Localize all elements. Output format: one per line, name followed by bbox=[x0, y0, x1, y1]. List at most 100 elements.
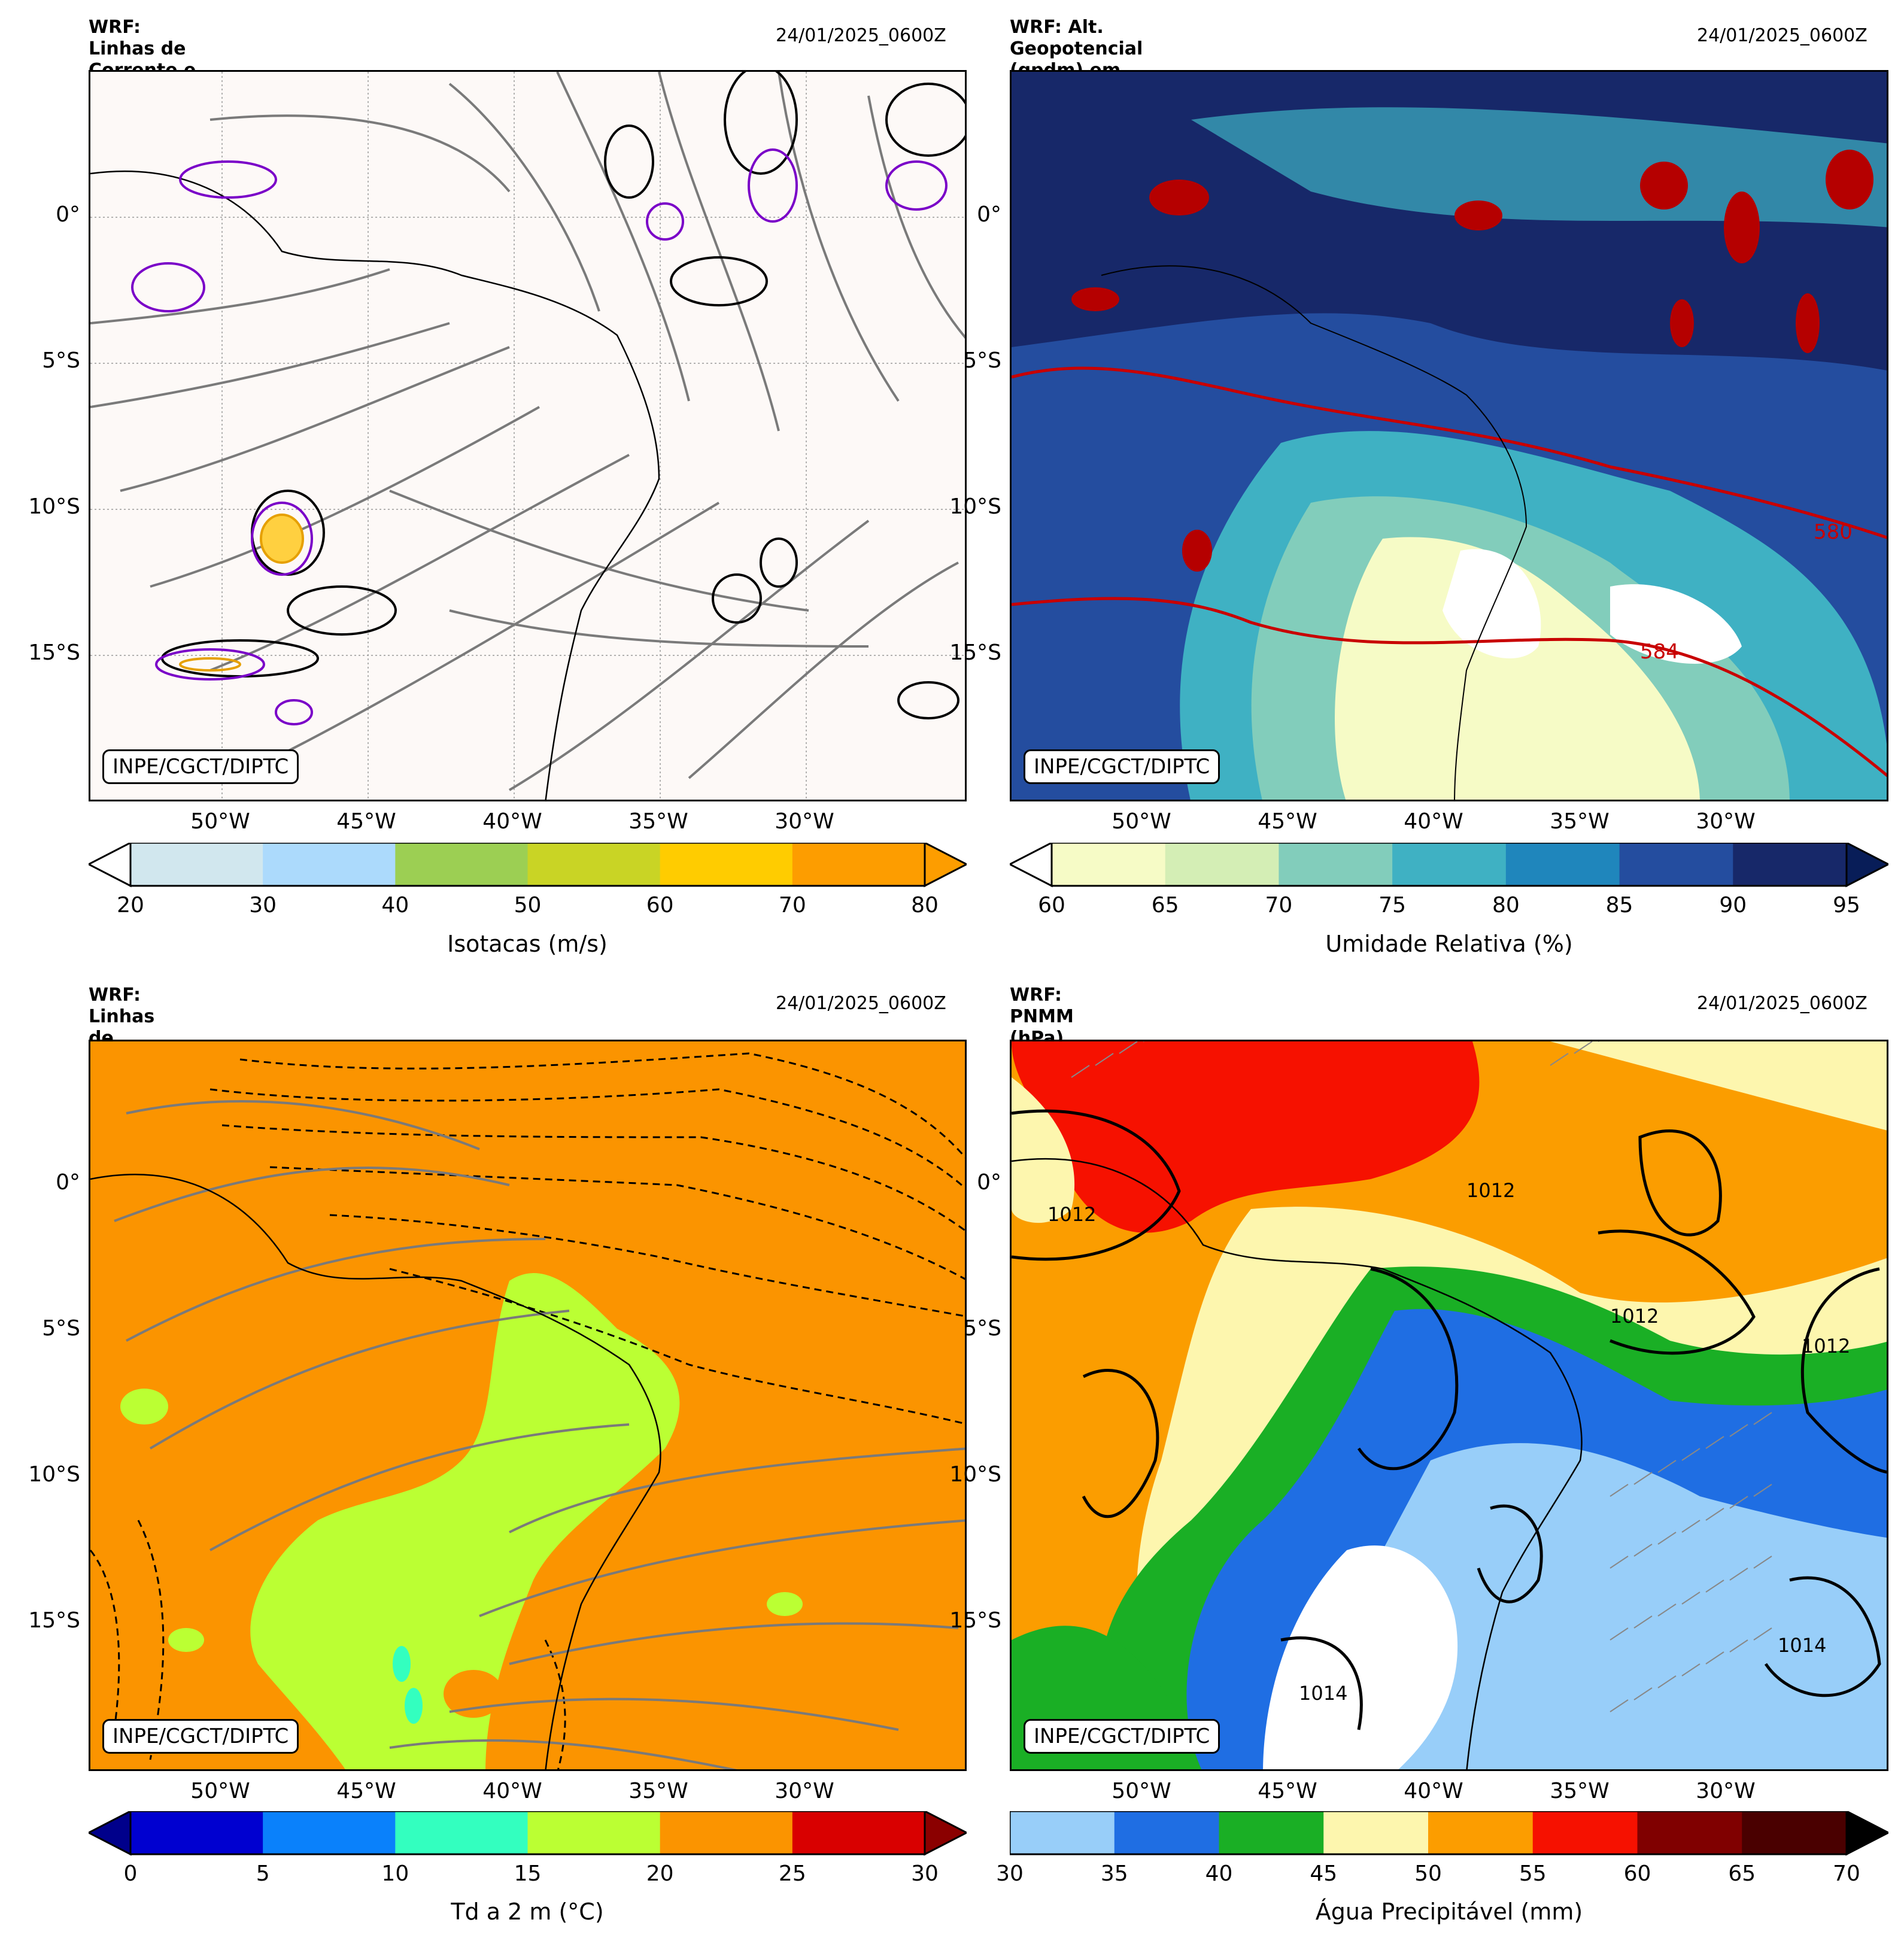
credit-badge: INPE/CGCT/DIPTC bbox=[102, 749, 299, 784]
lon-label: 40°W bbox=[1404, 1779, 1463, 1803]
colorbar-tick-label: 60 bbox=[1038, 893, 1065, 918]
contour-label: 1012 bbox=[1802, 1335, 1850, 1357]
colorbar-tick-label: 85 bbox=[1605, 893, 1633, 918]
colorbar-segment bbox=[1392, 843, 1507, 886]
colorbar-segment bbox=[1279, 843, 1393, 886]
lat-label: 10°S bbox=[28, 1462, 80, 1487]
lat-label: 15°S bbox=[28, 1608, 80, 1633]
colorbar-segment bbox=[1219, 1811, 1324, 1854]
colorbar-tick-label: 60 bbox=[1623, 1861, 1651, 1886]
contour-label: 584 bbox=[1640, 640, 1679, 664]
lon-label: 45°W bbox=[1258, 1779, 1317, 1803]
lat-label: 10°S bbox=[949, 494, 1001, 519]
colorbar-segments bbox=[1052, 843, 1847, 886]
colorbar-segment bbox=[527, 1811, 661, 1854]
colorbar-td2m bbox=[89, 1811, 967, 1856]
lat-label: 10°S bbox=[28, 494, 80, 519]
colorbar-tick-label: 60 bbox=[646, 893, 674, 918]
colorbar-tick-label: 55 bbox=[1519, 1861, 1547, 1886]
credit-badge: INPE/CGCT/DIPTC bbox=[102, 1719, 299, 1754]
lon-label: 50°W bbox=[190, 1779, 250, 1803]
panel-date: 24/01/2025_0600Z bbox=[1697, 993, 1867, 1014]
lat-label: 15°S bbox=[949, 640, 1001, 665]
colorbar-segment bbox=[1742, 1811, 1847, 1854]
colorbar-label: Isotacas (m/s) bbox=[447, 931, 608, 957]
colorbar-segment bbox=[660, 843, 793, 886]
colorbar-tick-label: 80 bbox=[1492, 893, 1520, 918]
colorbar-tick-label: 70 bbox=[1265, 893, 1293, 918]
lon-label: 35°W bbox=[628, 809, 688, 834]
panel-date: 24/01/2025_0600Z bbox=[776, 993, 946, 1014]
lat-label: 0° bbox=[977, 1170, 1001, 1195]
lat-label: 5°S bbox=[963, 1316, 1001, 1341]
colorbar-segment bbox=[660, 1811, 793, 1854]
colorbar-segment bbox=[130, 1811, 263, 1854]
colorbar-tick-label: 50 bbox=[1414, 1861, 1442, 1886]
credit-badge: INPE/CGCT/DIPTC bbox=[1024, 1719, 1220, 1754]
colorbar-tick-label: 75 bbox=[1378, 893, 1407, 918]
colorbar-label: Água Precipitável (mm) bbox=[1315, 1899, 1583, 1925]
lon-label: 40°W bbox=[482, 809, 542, 834]
colorbar-tick-label: 30 bbox=[249, 893, 277, 918]
colorbar-segments bbox=[1010, 1811, 1847, 1854]
colorbar-segment bbox=[527, 843, 661, 886]
colorbar-segment bbox=[130, 843, 263, 886]
map-layer: 580 584 bbox=[1012, 72, 1887, 800]
colorbar-tick-label: 70 bbox=[1833, 1861, 1860, 1886]
colorbar-tick-label: 5 bbox=[256, 1861, 270, 1886]
colorbar-segment bbox=[1505, 843, 1620, 886]
colorbar-tick-label: 30 bbox=[911, 1861, 939, 1886]
colorbar-tick-label: 65 bbox=[1728, 1861, 1756, 1886]
colorbar-tick-label: 50 bbox=[514, 893, 542, 918]
colorbar-segment bbox=[1010, 1811, 1115, 1854]
colorbar-tick-label: 20 bbox=[117, 893, 144, 918]
lat-label: 5°S bbox=[42, 348, 80, 373]
lon-label: 30°W bbox=[1696, 1779, 1756, 1803]
lon-label: 40°W bbox=[1404, 809, 1463, 834]
lat-label: 0° bbox=[977, 202, 1001, 227]
contour-label: 1012 bbox=[1466, 1179, 1515, 1202]
colorbar-segment bbox=[1619, 843, 1733, 886]
lon-label: 50°W bbox=[1112, 809, 1171, 834]
colorbar-tick-label: 35 bbox=[1100, 1861, 1128, 1886]
contour-label: 1014 bbox=[1778, 1634, 1826, 1657]
lon-label: 35°W bbox=[1550, 809, 1610, 834]
lon-label: 30°W bbox=[775, 809, 834, 834]
colorbar-agua-precipitavel bbox=[1010, 1811, 1888, 1856]
lat-label: 5°S bbox=[963, 348, 1001, 373]
colorbar-tick-label: 20 bbox=[646, 1861, 674, 1886]
lon-label: 45°W bbox=[1258, 809, 1317, 834]
colorbar-tick-label: 95 bbox=[1833, 893, 1860, 918]
map-frame: INPE/CGCT/DIPTC bbox=[89, 70, 967, 801]
colorbar-segment bbox=[1114, 1811, 1219, 1854]
map-frame: 580 584 INPE/CGCT/DIPTC bbox=[1010, 70, 1888, 801]
colorbar-segment bbox=[792, 1811, 925, 1854]
colorbar-umidade bbox=[1010, 843, 1888, 888]
lon-label: 50°W bbox=[1112, 1779, 1171, 1803]
lat-label: 0° bbox=[56, 1170, 80, 1195]
colorbar-tick-label: 90 bbox=[1719, 893, 1747, 918]
lon-label: 45°W bbox=[336, 1779, 396, 1803]
colorbar-tick-label: 25 bbox=[778, 1861, 806, 1886]
colorbar-tick-label: 70 bbox=[778, 893, 806, 918]
lat-label: 5°S bbox=[42, 1316, 80, 1341]
colorbar-isotacas bbox=[89, 843, 967, 888]
credit-badge: INPE/CGCT/DIPTC bbox=[1024, 749, 1220, 784]
colorbar-segments bbox=[130, 1811, 925, 1854]
colorbar-segment bbox=[395, 843, 528, 886]
lon-label: 40°W bbox=[482, 1779, 542, 1803]
contour-label: 1014 bbox=[1299, 1682, 1347, 1705]
map-layer: 1012 1012 1012 1012 1014 1014 bbox=[1012, 1041, 1887, 1769]
contour-label: 580 bbox=[1814, 520, 1853, 544]
colorbar-segment bbox=[263, 1811, 396, 1854]
contour-label: 1012 bbox=[1047, 1203, 1096, 1226]
colorbar-tick-label: 65 bbox=[1151, 893, 1179, 918]
lat-label: 15°S bbox=[28, 640, 80, 665]
contour-label: 1012 bbox=[1610, 1305, 1659, 1328]
colorbar-tick-label: 15 bbox=[514, 1861, 542, 1886]
lat-label: 15°S bbox=[949, 1608, 1001, 1633]
colorbar-segment bbox=[792, 843, 925, 886]
colorbar-segment bbox=[263, 843, 396, 886]
colorbar-segments bbox=[130, 843, 925, 886]
panel-date: 24/01/2025_0600Z bbox=[776, 25, 946, 46]
